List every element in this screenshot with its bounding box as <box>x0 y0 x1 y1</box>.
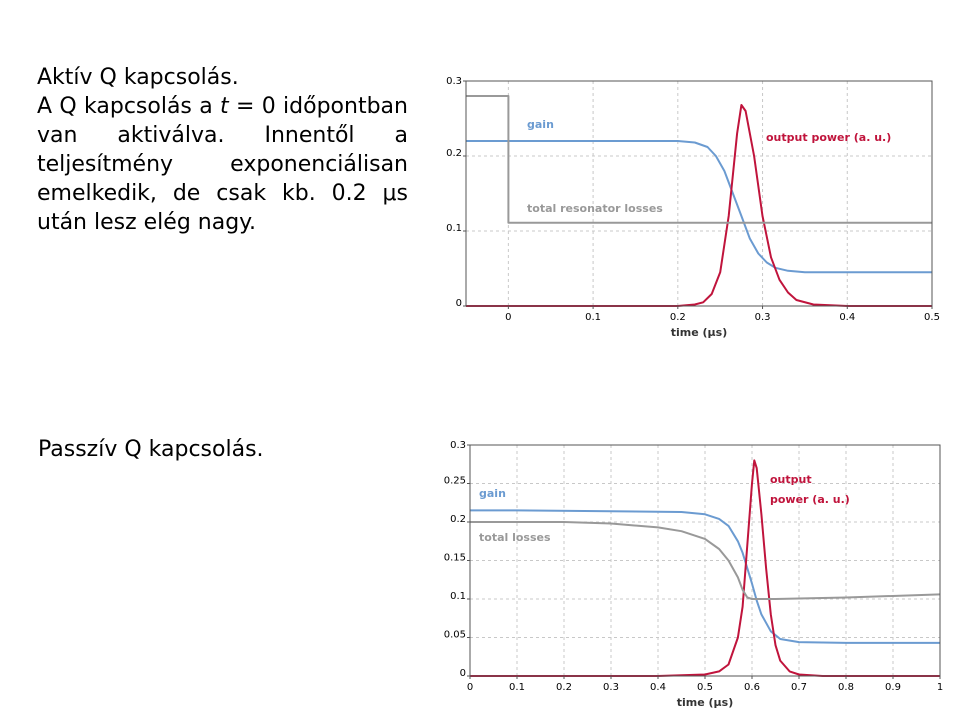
passive-title: Passzív Q kapcsolás. <box>38 437 264 462</box>
chart1-xtick-label: 0 <box>505 312 511 323</box>
chart1-ytick-label: 0.3 <box>446 76 462 87</box>
chart1-label-c1_losses: total resonator losses <box>527 202 663 215</box>
chart2-label-c2_losses: total losses <box>479 531 551 544</box>
chart2-ytick-label: 0.1 <box>450 591 466 602</box>
chart2-ytick-label: 0.25 <box>444 476 466 487</box>
chart1-series-0 <box>466 140 932 274</box>
chart1-frame <box>465 80 933 307</box>
chart1-ytick-label: 0 <box>456 298 462 309</box>
chart2-xtick-label: 0.9 <box>885 682 901 693</box>
chart2-label-c2_output_l2: power (a. u.) <box>770 493 850 506</box>
chart2-xtick-label: 0 <box>467 682 473 693</box>
chart1-xtick-label: 0.5 <box>924 312 940 323</box>
chart2-xtick-label: 0.7 <box>791 682 807 693</box>
passive-q-switching-text: Passzív Q kapcsolás. <box>38 435 418 464</box>
chart1-label-c1_output: output power (a. u.) <box>766 131 891 144</box>
chart1-xtick-label: 0.4 <box>839 312 855 323</box>
chart2-label-c2_gain: gain <box>479 487 506 500</box>
chart2-xaxis-label: time (μs) <box>677 696 733 709</box>
chart2-xtick-label: 1 <box>937 682 943 693</box>
chart1-xtick-label: 0.2 <box>670 312 686 323</box>
chart2-ytick-label: 0.15 <box>444 553 466 564</box>
chart2-xtick-label: 0.1 <box>509 682 525 693</box>
chart2: 0 0.1 0.2 0.3 0.4 0.5 0.6 0.7 0.8 0.9 1 0 0.05 0.1 0.1… <box>444 440 943 709</box>
chart2-ytick-label: 0.3 <box>450 440 466 451</box>
chart2-label-c2_output_l1: output <box>770 473 812 486</box>
chart2-xtick-label: 0.3 <box>603 682 619 693</box>
chart1-xtick-label: 0.3 <box>755 312 771 323</box>
active-title: Aktív Q kapcsolás. <box>37 65 239 90</box>
active-description-part1: A Q kapcsolás a <box>37 94 221 119</box>
chart2-series-2 <box>470 521 941 600</box>
chart2-xtick-label: 0.5 <box>697 682 713 693</box>
chart1: 0 0.1 0.2 0.3 0.4 0.5 0 0.1 0.2 0.3 time (μs) gain o… <box>446 76 940 339</box>
chart1-ytick-label: 0.1 <box>446 223 462 234</box>
active-q-switching-text: Aktív Q kapcsolás. A Q kapcsolás a t = 0… <box>37 63 408 237</box>
active-description-part2: = 0 időpontban van aktiválva. Innentől a… <box>37 94 408 235</box>
chart1-xtick-label: 0.1 <box>585 312 601 323</box>
chart2-xtick-label: 0.2 <box>556 682 572 693</box>
active-description: A Q kapcsolás a t = 0 időpontban van akt… <box>37 92 408 237</box>
chart1-ytick-label: 0.2 <box>446 148 462 159</box>
chart2-series-1 <box>470 459 940 677</box>
time-variable: t <box>220 94 229 119</box>
chart1-xaxis-label: time (μs) <box>671 326 727 339</box>
chart1-series-2 <box>466 95 932 224</box>
chart2-xtick-label: 0.6 <box>744 682 760 693</box>
chart2-ytick-label: 0.2 <box>450 514 466 525</box>
chart2-ytick-label: 0.05 <box>444 630 466 641</box>
chart2-xtick-label: 0.8 <box>838 682 854 693</box>
chart2-series-0 <box>470 509 940 644</box>
chart2-ytick-label: 0 <box>460 668 466 679</box>
chart2-xtick-label: 0.4 <box>650 682 666 693</box>
chart1-label-c1_gain: gain <box>527 118 554 131</box>
